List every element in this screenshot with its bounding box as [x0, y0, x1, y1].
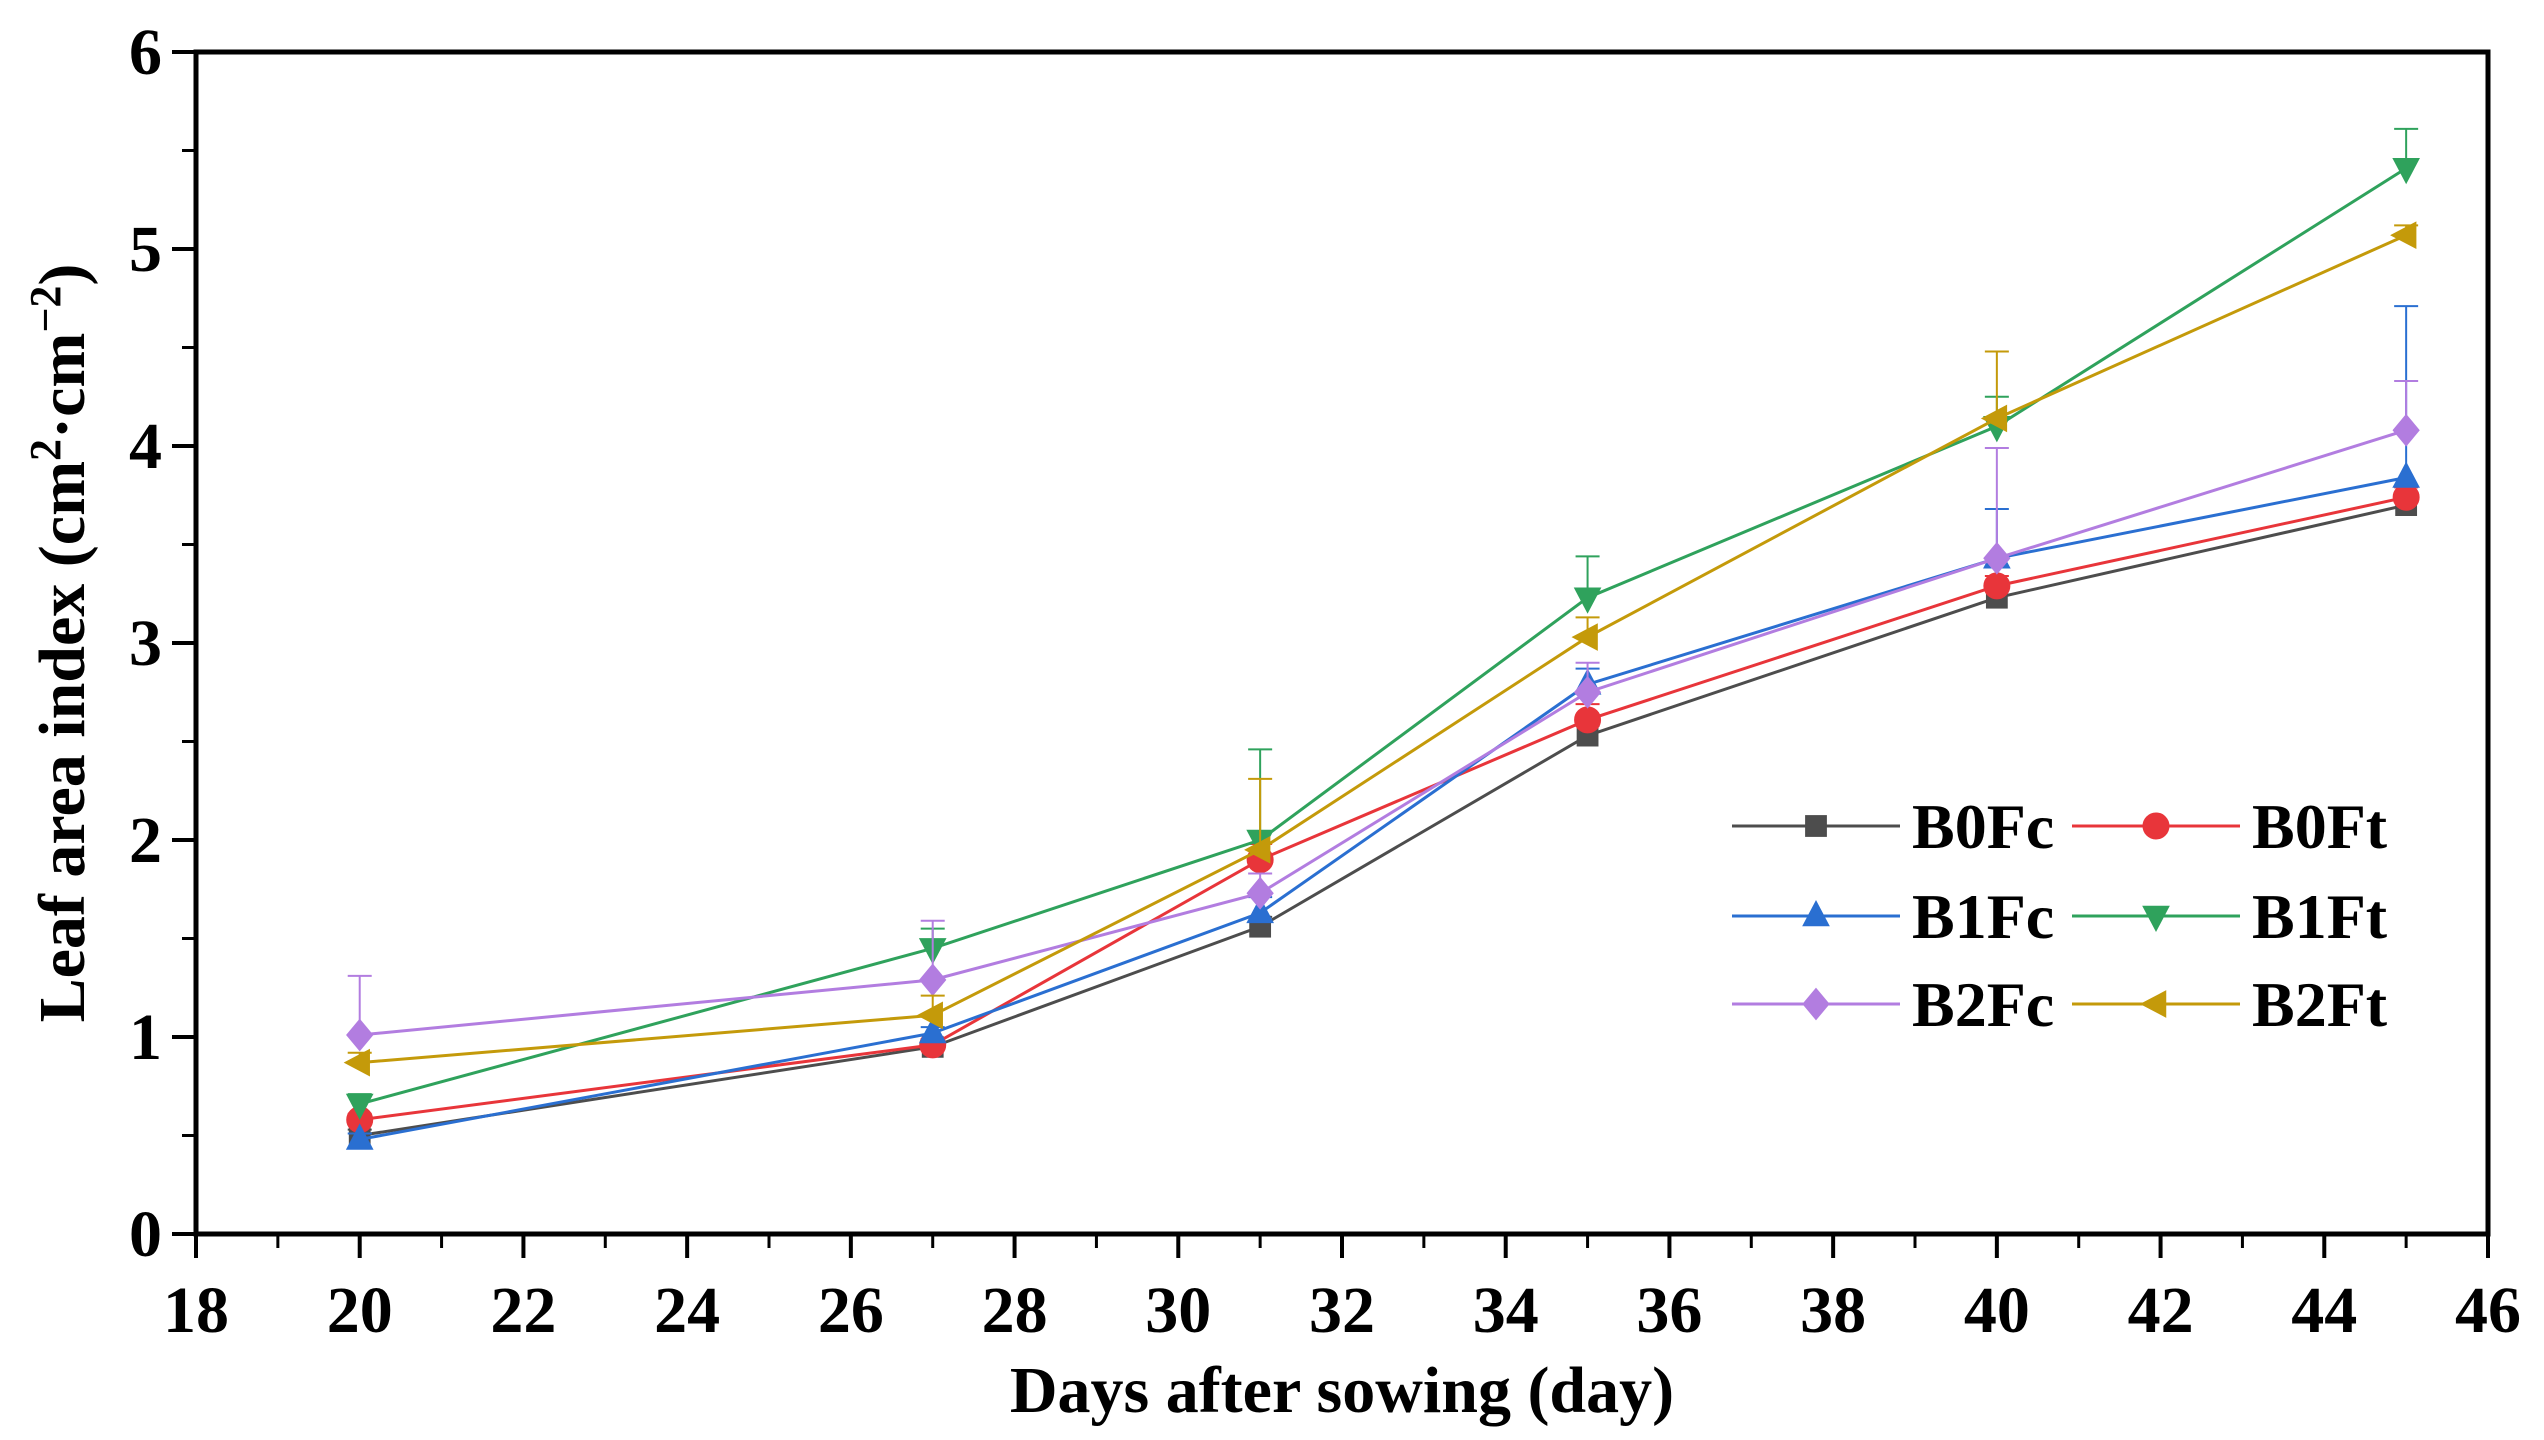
- x-tick-label: 32: [1309, 1274, 1375, 1347]
- ticks-layer: [172, 50, 2490, 1258]
- legend-item-b2fc: B2Fc: [1732, 969, 2054, 1040]
- marker-b0ft: [1983, 572, 2011, 600]
- marker-b2ft: [1980, 404, 2008, 433]
- x-tick-label: 26: [818, 1274, 884, 1347]
- legend-item-b2ft: B2Ft: [2072, 969, 2388, 1040]
- marker-b1ft: [1573, 587, 1602, 614]
- legend-marker-b0ft: [2142, 812, 2170, 840]
- series-b0fc: [347, 494, 2419, 1147]
- legend-marker-b2fc: [1802, 987, 1830, 1021]
- line-b1ft: [359, 166, 2407, 1106]
- series-layer: [343, 127, 2420, 1150]
- line-b2ft: [359, 233, 2407, 1065]
- legend-label-b1ft: B1Ft: [2252, 881, 2388, 952]
- marker-b2fc: [346, 1018, 374, 1052]
- marker-b0ft: [2392, 483, 2420, 511]
- marker-b2ft: [1571, 623, 1598, 651]
- x-tick-label: 28: [982, 1274, 1048, 1347]
- x-tick-label: 42: [2128, 1274, 2194, 1347]
- y-tick-label: 4: [129, 410, 162, 483]
- x-axis-title: Days after sowing (day): [1010, 1354, 1674, 1427]
- y-axis-title-sup2: −2: [21, 286, 70, 333]
- legend-marker-b2ft: [2139, 990, 2167, 1018]
- legend-item-b0fc: B0Fc: [1732, 791, 2054, 862]
- marker-b2ft: [343, 1048, 370, 1077]
- marker-b1fc: [1246, 896, 1274, 924]
- x-tick-label: 38: [1800, 1274, 1866, 1347]
- y-axis-title-mid: ·cm: [26, 333, 99, 439]
- y-axis-title-sup1: 2: [21, 439, 70, 461]
- y-tick-label: 6: [129, 16, 162, 89]
- x-tick-label: 40: [1964, 1274, 2030, 1347]
- y-tick-label: 3: [129, 607, 162, 680]
- legend-label-b0ft: B0Ft: [2252, 791, 2388, 862]
- marker-b2fc: [919, 963, 947, 997]
- legend: B0Fc B0Ft B1Fc B1Ft B2Fc B2Ft: [1732, 791, 2388, 1040]
- marker-b1fc: [918, 1017, 947, 1044]
- legend-label-b0fc: B0Fc: [1912, 791, 2054, 862]
- legend-marker-b1ft: [2142, 905, 2170, 933]
- series-b0ft: [346, 483, 2420, 1134]
- x-tick-label: 36: [1636, 1274, 1702, 1347]
- marker-b1fc: [2392, 461, 2420, 488]
- marker-b2fc: [2392, 413, 2420, 447]
- series-b1fc: [345, 305, 2420, 1150]
- x-tick-label: 44: [2291, 1274, 2357, 1347]
- marker-b2ft: [916, 1001, 943, 1030]
- x-tick-label: 22: [490, 1274, 556, 1347]
- marker-b2fc: [1246, 876, 1274, 910]
- x-tick-label: 34: [1473, 1274, 1539, 1347]
- series-b2fc: [346, 379, 2420, 1052]
- x-tick-label: 24: [654, 1274, 720, 1347]
- x-tick-label: 30: [1145, 1274, 1211, 1347]
- marker-b2fc: [1573, 675, 1602, 709]
- legend-item-b1ft: B1Ft: [2072, 881, 2388, 952]
- legend-item-b0ft: B0Ft: [2072, 791, 2388, 862]
- x-tick-label: 46: [2455, 1274, 2521, 1347]
- series-b2ft: [343, 221, 2419, 1077]
- y-axis-title-prefix: Leaf area index (cm: [26, 461, 99, 1022]
- marker-b0ft: [1574, 706, 1602, 734]
- marker-b1ft: [2392, 157, 2420, 185]
- legend-label-b1fc: B1Fc: [1912, 881, 2054, 952]
- legend-marker-b0fc: [1805, 815, 1827, 837]
- y-tick-label: 0: [129, 1198, 162, 1271]
- marker-b1fc: [345, 1123, 374, 1150]
- y-tick-label: 2: [129, 804, 162, 877]
- legend-item-b1fc: B1Fc: [1732, 881, 2054, 952]
- line-b2fc: [359, 428, 2407, 1037]
- y-tick-label: 5: [129, 213, 162, 286]
- line-b0fc: [359, 503, 2407, 1137]
- y-tick-label: 1: [129, 1001, 162, 1074]
- x-tick-label: 20: [327, 1274, 393, 1347]
- y-axis-title-suffix: ): [26, 264, 99, 286]
- legend-label-b2ft: B2Ft: [2252, 969, 2388, 1040]
- marker-b2ft: [1244, 836, 1271, 864]
- marker-b1ft: [345, 1093, 374, 1121]
- line-b0ft: [359, 495, 2407, 1122]
- legend-label-b2fc: B2Fc: [1912, 969, 2054, 1040]
- x-tick-label: 18: [163, 1274, 229, 1347]
- series-b1ft: [345, 127, 2420, 1121]
- line-b1fc: [359, 476, 2407, 1141]
- plot-frame: [193, 49, 2491, 1237]
- marker-b2fc: [1983, 541, 2011, 575]
- legend-marker-b1fc: [1802, 899, 1830, 927]
- marker-b2ft: [2390, 221, 2417, 250]
- y-axis-title: Leaf area index (cm2·cm−2): [21, 264, 100, 1023]
